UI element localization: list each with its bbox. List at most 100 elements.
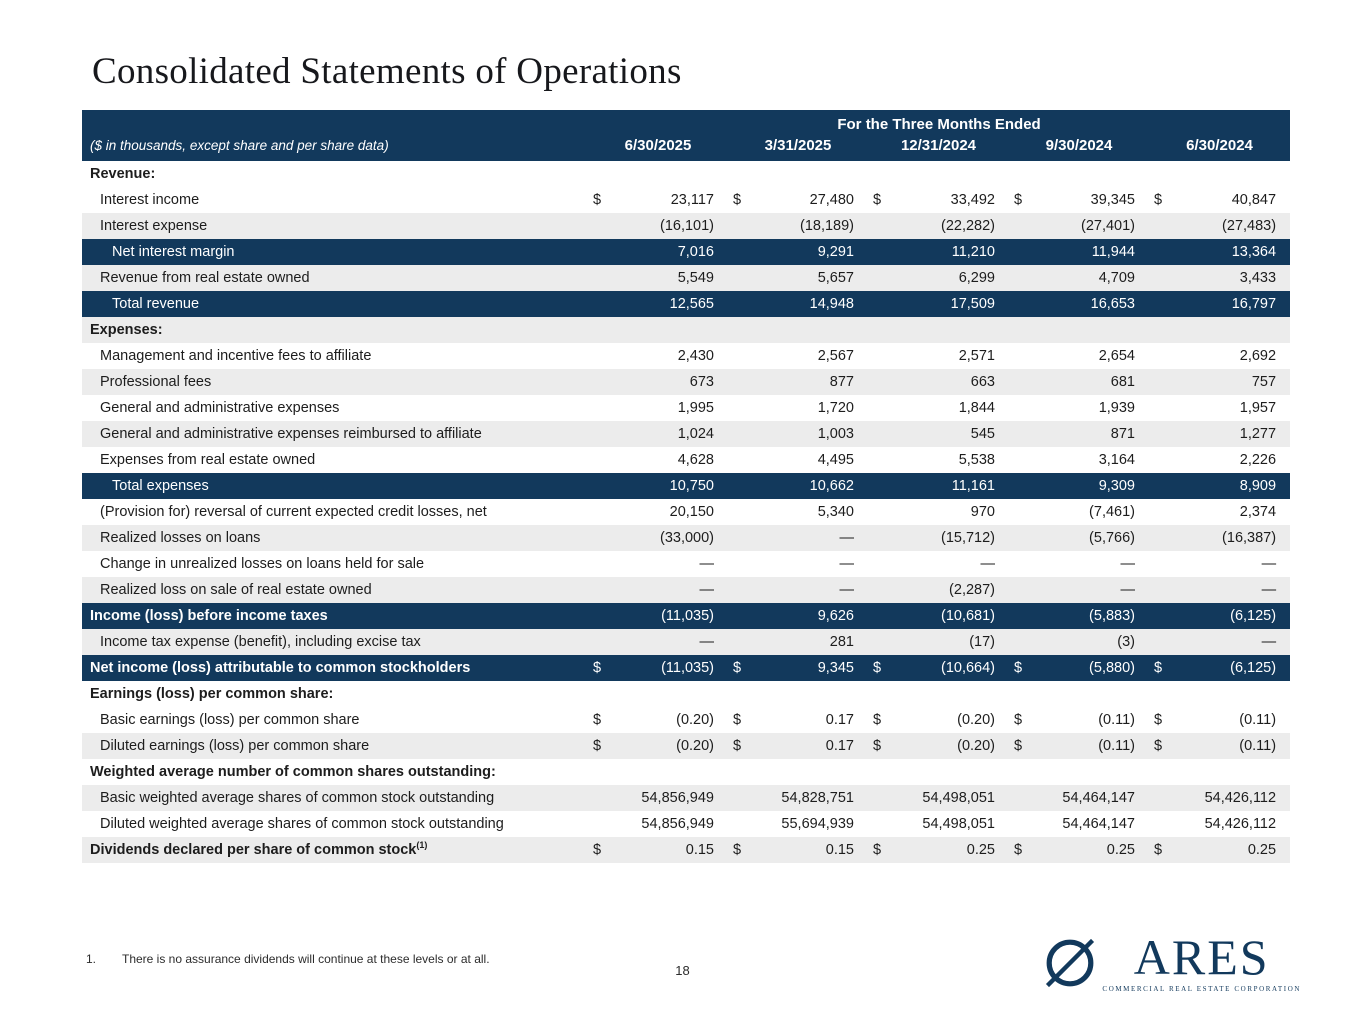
value-cell xyxy=(895,161,1009,187)
value-cell xyxy=(1176,317,1290,343)
value-cell: (5,880) xyxy=(1089,660,1135,676)
value-cell: (15,712) xyxy=(940,530,995,546)
value-cell: 681 xyxy=(1110,374,1135,390)
value-cell: 11,161 xyxy=(951,478,995,494)
ares-logo-tagline: COMMERCIAL REAL ESTATE CORPORATION xyxy=(1102,985,1301,993)
value-cell xyxy=(614,317,728,343)
dollar-sign-cell xyxy=(588,811,614,837)
dollar-sign-cell: $ xyxy=(1154,738,1163,754)
row-label: Professional fees xyxy=(100,374,212,390)
header-corner-cell xyxy=(82,110,588,135)
dollar-sign-cell: $ xyxy=(1154,660,1163,676)
dollar-sign-cell: $ xyxy=(1014,712,1023,728)
dollar-sign-cell xyxy=(868,811,895,837)
dollar-sign-cell xyxy=(868,291,895,317)
dollar-sign-cell xyxy=(1009,499,1035,525)
dollar-sign-cell xyxy=(1149,213,1176,239)
value-cell: 40,847 xyxy=(1231,192,1277,208)
value-cell: 5,538 xyxy=(958,452,995,468)
value-cell: 54,464,147 xyxy=(1062,816,1135,832)
value-cell: (10,681) xyxy=(940,608,995,624)
column-header-3: 12/31/2024 xyxy=(868,135,1009,161)
dollar-sign-cell xyxy=(588,317,614,343)
dollar-sign-cell xyxy=(1149,499,1176,525)
dollar-sign-cell xyxy=(1149,265,1176,291)
dollar-sign-cell xyxy=(728,785,754,811)
table-row: Basic earnings (loss) per common share $ (… xyxy=(82,707,1291,733)
dollar-sign-cell xyxy=(728,317,754,343)
value-cell: 4,628 xyxy=(677,452,714,468)
table-row: Total expenses 10,750 10,662 11,161 9,309 8,9… xyxy=(82,473,1291,499)
column-header-1: 6/30/2025 xyxy=(588,135,728,161)
dollar-sign-cell xyxy=(588,785,614,811)
dollar-sign-cell xyxy=(728,603,754,629)
value-cell xyxy=(614,161,728,187)
units-note: ($ in thousands, except share and per sh… xyxy=(82,135,588,161)
value-cell: (0.11) xyxy=(1239,738,1277,754)
value-cell: 7,016 xyxy=(677,244,714,260)
value-cell: (7,461) xyxy=(1089,504,1135,520)
dollar-sign-cell xyxy=(588,369,614,395)
value-cell: 54,464,147 xyxy=(1062,790,1135,806)
page-title: Consolidated Statements of Operations xyxy=(92,51,682,92)
dollar-sign-cell: $ xyxy=(1014,842,1023,858)
dollar-sign-cell xyxy=(868,161,895,187)
value-cell: 0.25 xyxy=(1247,842,1277,858)
value-cell: 757 xyxy=(1251,374,1277,390)
dollar-sign-cell: $ xyxy=(1154,712,1163,728)
dollar-sign-cell: $ xyxy=(1014,738,1023,754)
value-cell xyxy=(754,681,868,707)
dollar-sign-cell xyxy=(728,343,754,369)
dollar-sign-cell xyxy=(588,499,614,525)
value-cell xyxy=(754,161,868,187)
value-cell: 2,654 xyxy=(1098,348,1135,364)
value-cell: 23,117 xyxy=(670,192,714,208)
value-cell xyxy=(895,681,1009,707)
dollar-sign-cell xyxy=(1009,785,1035,811)
dollar-sign-cell xyxy=(1149,343,1176,369)
dollar-sign-cell xyxy=(588,161,614,187)
dollar-sign-cell xyxy=(1009,265,1035,291)
value-cell: 8,909 xyxy=(1239,478,1277,494)
dollar-sign-cell xyxy=(1009,395,1035,421)
dollar-sign-cell: $ xyxy=(593,842,602,858)
dollar-sign-cell xyxy=(728,239,754,265)
value-cell: 1,720 xyxy=(817,400,854,416)
row-label: Basic earnings (loss) per common share xyxy=(100,712,360,728)
value-cell: 1,957 xyxy=(1239,400,1277,416)
dollar-sign-cell xyxy=(588,395,614,421)
value-cell: — xyxy=(699,556,715,572)
row-label: Total revenue xyxy=(112,296,200,312)
dollar-sign-cell: $ xyxy=(593,712,602,728)
value-cell: 5,549 xyxy=(677,270,714,286)
dollar-sign-cell xyxy=(1009,317,1035,343)
value-cell: 970 xyxy=(970,504,995,520)
table-row: Net income (loss) attributable to common… xyxy=(82,655,1291,681)
dollar-sign-cell xyxy=(1009,629,1035,655)
value-cell xyxy=(1035,759,1149,785)
row-label: Net interest margin xyxy=(112,244,235,260)
table-row: (Provision for) reversal of current expe… xyxy=(82,499,1291,525)
row-label: Interest expense xyxy=(100,218,208,234)
value-cell: 54,828,751 xyxy=(781,790,854,806)
value-cell: 1,939 xyxy=(1098,400,1135,416)
dollar-sign-cell xyxy=(868,213,895,239)
value-cell xyxy=(754,759,868,785)
statement-rows: Revenue: Interest income $23,117 $27,480 $33… xyxy=(82,161,1291,863)
value-cell xyxy=(614,681,728,707)
table-row: Expenses from real estate owned 4,628 4,49… xyxy=(82,447,1291,473)
value-cell: 3,164 xyxy=(1098,452,1135,468)
value-cell: (0.11) xyxy=(1239,712,1277,728)
value-cell: (11,035) xyxy=(661,660,714,676)
footnote-text: There is no assurance dividends will con… xyxy=(122,952,490,966)
table-row: Net interest margin 7,016 9,291 11,210 11,94… xyxy=(82,239,1291,265)
value-cell: — xyxy=(1120,582,1136,598)
value-cell: 9,345 xyxy=(817,660,854,676)
dollar-sign-cell xyxy=(588,343,614,369)
dollar-sign-cell xyxy=(1149,421,1176,447)
dollar-sign-cell xyxy=(728,369,754,395)
value-cell: 11,944 xyxy=(1091,244,1135,260)
dollar-sign-cell xyxy=(588,265,614,291)
row-label: Total expenses xyxy=(112,478,209,494)
dollar-sign-cell xyxy=(868,759,895,785)
